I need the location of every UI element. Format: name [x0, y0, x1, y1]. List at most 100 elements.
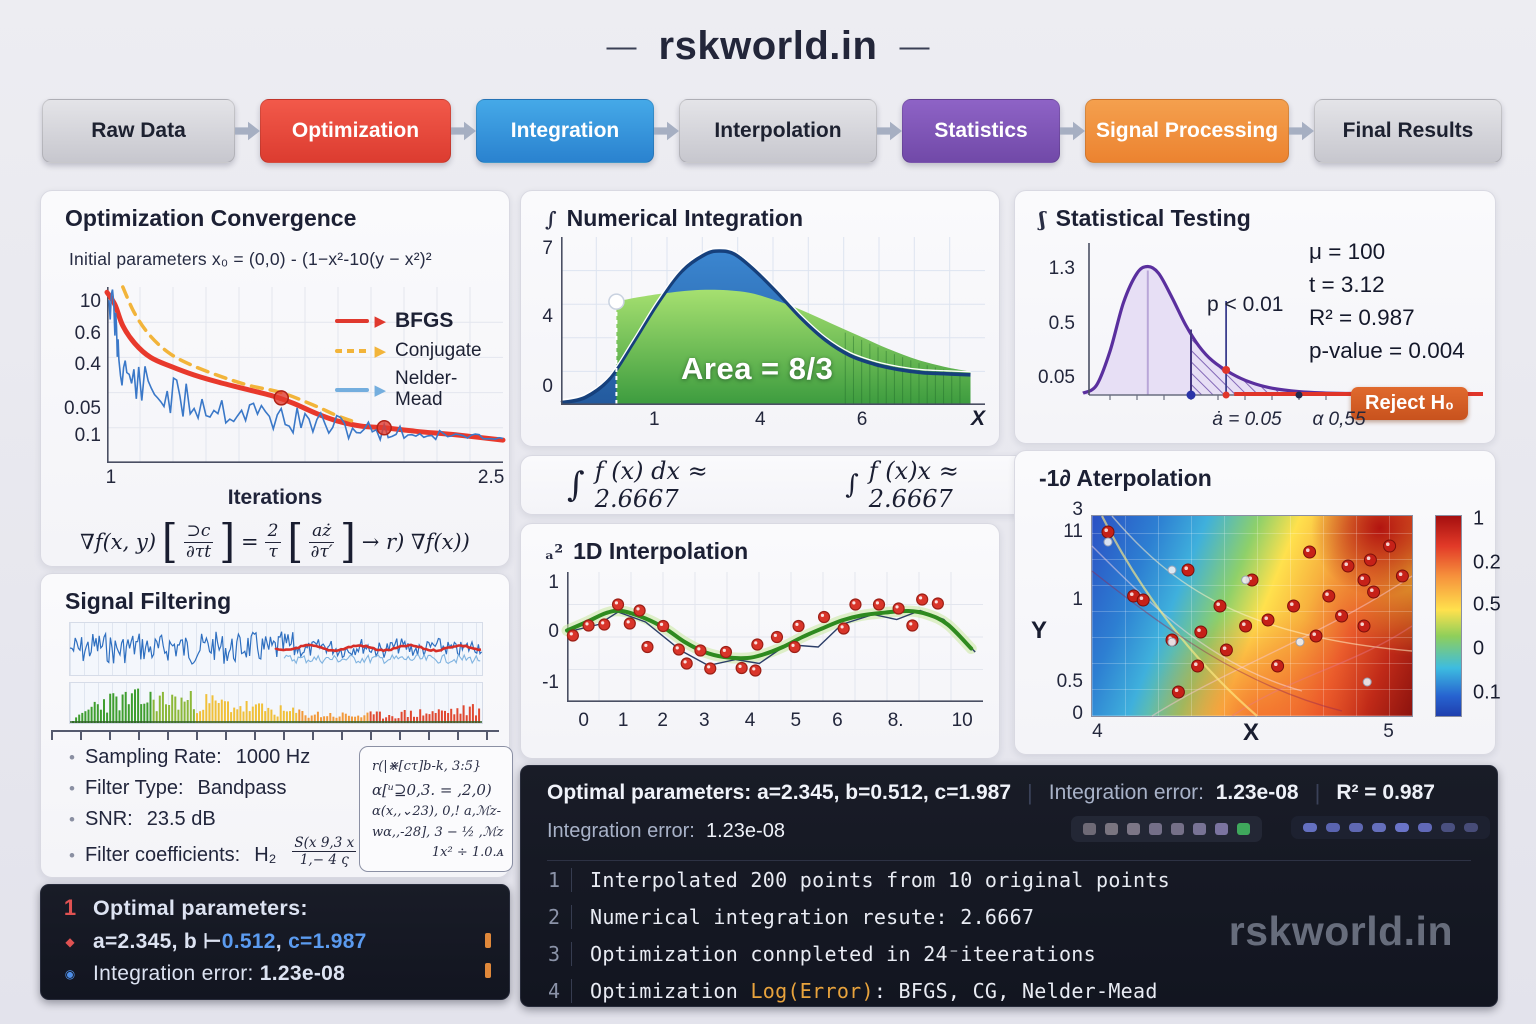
- status-params: Optimal parameters: a=2.345, b=0.512, c=…: [547, 781, 1012, 804]
- axis-tick: 4: [744, 710, 756, 731]
- stat-values: μ = 100 t = 3.12 R² = 0.987 p-value = 0.…: [1309, 239, 1465, 364]
- indicator-dot: [1237, 823, 1250, 835]
- log-line: 3 Optimization connpleted in 24⁻iteeratio…: [547, 942, 1096, 966]
- indicator-dot: [1418, 823, 1432, 832]
- axis-tick: 0: [548, 620, 559, 642]
- stat-pvalue: p-value = 0.004: [1309, 338, 1465, 363]
- axis-tick: 0.6: [74, 322, 101, 344]
- indicator-dot: [1464, 823, 1478, 832]
- axis-tick: 5: [790, 710, 802, 731]
- conjugate-line-icon: [335, 349, 370, 353]
- panel-title: ʃ Statistical Testing: [1039, 205, 1251, 231]
- legend-item-conjugate: ▶ Conjugate: [335, 340, 487, 362]
- axis-tick: 0: [1072, 702, 1083, 724]
- target-icon: ◉: [64, 967, 76, 981]
- axis-tick: 0.1: [1473, 681, 1501, 704]
- stat-mu: μ = 100: [1309, 239, 1386, 264]
- axis-tick: α 0,55: [1312, 409, 1366, 430]
- integral-approx-left: f (x) dx ≈ 2.6667: [594, 457, 708, 513]
- pipeline-stage-final-results[interactable]: Final Results: [1314, 99, 1502, 163]
- orange-marker: [485, 963, 491, 978]
- formula-part: [: [287, 515, 304, 569]
- chart-icon: ₐ²: [545, 540, 564, 564]
- axis-tick: 3: [1072, 498, 1083, 520]
- indicator-dot: [1171, 823, 1184, 835]
- indicator-dot: [1149, 823, 1162, 835]
- result-line-2: ◆ a=2.345, b ⊢0.512, c=1.987: [59, 929, 367, 954]
- arrow-icon: [1060, 121, 1085, 141]
- indicator-squares: [1071, 816, 1262, 842]
- interp1d-x-axis: 0 1 2 3 4 5 6 8. 10: [567, 710, 983, 734]
- diamond-icon: ◆: [65, 934, 75, 949]
- axis-tick: 5: [1383, 721, 1394, 742]
- integ-x-end-label: X: [970, 407, 985, 430]
- axis-tick: 11: [1063, 520, 1083, 542]
- bfgs-arrow-icon: ▶: [374, 313, 386, 330]
- pipeline-stage-interpolation[interactable]: Interpolation: [679, 99, 877, 163]
- pipeline-stage-statistics[interactable]: Statistics: [902, 99, 1060, 163]
- axis-tick: 2.5: [477, 467, 505, 488]
- axis-tick: 0.5: [1056, 670, 1083, 692]
- pipeline-stage-integration[interactable]: Integration: [476, 99, 654, 163]
- legend-item-nelder-mead: ▶ Nelder-Mead: [335, 368, 487, 411]
- axis-tick: 10: [79, 290, 101, 312]
- panel-title: ₐ² 1D Interpolation: [545, 538, 749, 564]
- reject-h0-button[interactable]: Reject H₀: [1351, 387, 1469, 420]
- axis-tick: 0.2: [1473, 551, 1501, 574]
- integration-chart: [560, 237, 985, 405]
- raw-signal-waveform: [69, 631, 483, 665]
- axis-tick: 1: [105, 467, 117, 488]
- bullet-icon: •: [69, 778, 75, 798]
- axis-tick: 0.4: [74, 354, 101, 376]
- divider: |: [1027, 780, 1033, 805]
- indicator-dot: [1215, 823, 1228, 835]
- arrow-icon: [1289, 121, 1314, 141]
- fact-snr: • SNR: 23.5 dB: [69, 808, 216, 830]
- indicator-dot: [1127, 823, 1140, 835]
- axis-tick: 3: [698, 710, 710, 731]
- line-number: 1: [63, 895, 77, 920]
- axis-tick: 0.05: [1038, 366, 1075, 388]
- formula-part: ]: [219, 515, 236, 569]
- arrow-icon: [451, 121, 476, 141]
- nelder-mead-arrow-icon: ▶: [374, 381, 386, 399]
- divider: |: [1314, 780, 1321, 805]
- signal-axis: [51, 730, 499, 740]
- formula-part: ∇f(x, y): [80, 530, 157, 554]
- axis-tick: -1: [542, 671, 559, 693]
- raw-signal-strip: [69, 622, 483, 676]
- optimization-chart: [104, 285, 506, 463]
- bfgs-line-icon: [335, 319, 370, 323]
- formula-part: ]: [340, 515, 356, 569]
- fact-filter-coefficients: • Filter coefficients: H₂ S(x 9,3 x 1,− …: [69, 835, 357, 869]
- stats-y-axis: 1.3 0.5 0.05: [1029, 243, 1077, 401]
- gradient-formula: ∇f(x, y)[⊃c ∂τt] = 2 τ[aż ∂τ′] → r) ∇f(x)): [41, 516, 509, 569]
- panel-integral-results: ∫ f (x) dx ≈ 2.6667 ∫ f (x)x ≈ 2.6667: [520, 455, 1046, 515]
- heat-ylabel: Y: [1031, 617, 1048, 644]
- interp1d-chart: [561, 572, 983, 702]
- panel-signal-filtering: Signal Filtering • Sampling Rate: 1000 H…: [40, 573, 513, 878]
- pipeline-stage-signal-processing[interactable]: Signal Processing: [1085, 99, 1289, 163]
- panel-numerical-integration: ∫ Numerical Integration 7 4 0 1 4 6 X Area = …: [520, 190, 1000, 447]
- axis-tick: 6: [832, 710, 843, 731]
- axis-tick: 4: [1092, 721, 1103, 742]
- watermark: rskworld.in: [1228, 908, 1453, 954]
- stat-t: t = 3.12: [1309, 272, 1385, 297]
- panel-1d-interpolation: ₐ² 1D Interpolation 1 0 -1 0 1 2 3 4 5 6 8. 10: [520, 523, 1000, 759]
- panel-title: Optimization Convergence: [65, 205, 357, 231]
- page-title: rskworld.in: [658, 24, 878, 68]
- indicator-dots: [1291, 816, 1490, 839]
- pipeline-stage-raw-data[interactable]: Raw Data: [42, 99, 235, 163]
- status-error: Integration error: 1.23e-08: [1048, 781, 1299, 804]
- fact-sampling-rate: • Sampling Rate: 1000 Hz: [69, 746, 311, 768]
- formula-part: → r) ∇f(x)): [361, 530, 470, 554]
- heat-y-axis: 3 11 1 0.5 0: [1043, 499, 1085, 724]
- opt-y-axis: 10 0.6 0.4 0.05 0.1: [49, 287, 103, 463]
- integral-icon: ∫: [545, 207, 557, 231]
- indicator-dot: [1326, 823, 1340, 832]
- arrow-icon: [654, 121, 679, 141]
- panel-title: Signal Filtering: [65, 588, 232, 614]
- pipeline-stage-optimization[interactable]: Optimization: [260, 99, 451, 163]
